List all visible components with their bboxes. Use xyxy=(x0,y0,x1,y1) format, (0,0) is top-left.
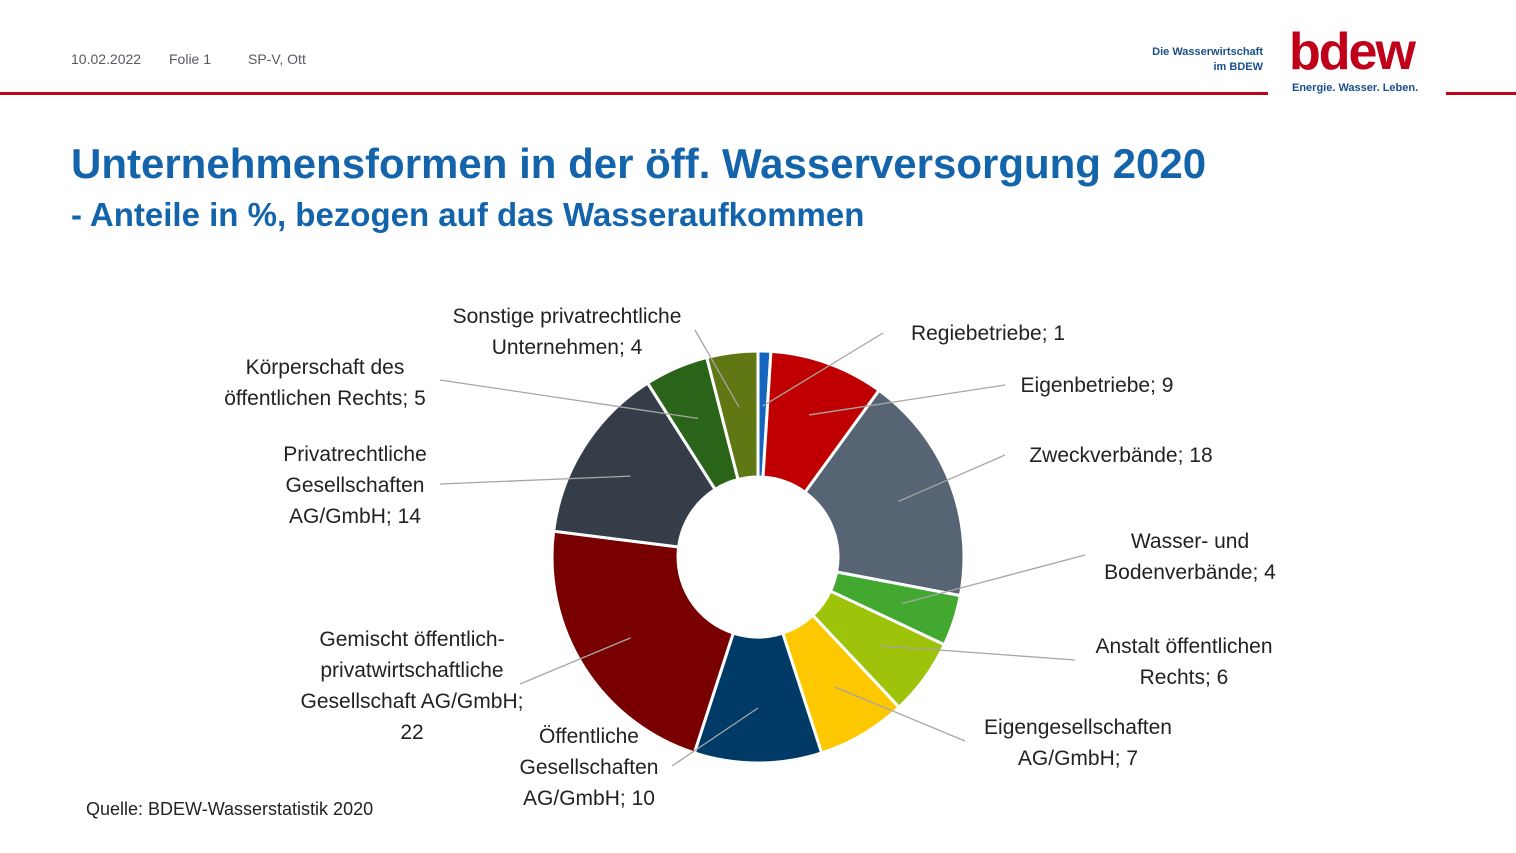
leader-line-gemischt-offentlich-privatwirtschaftliche-gesellschaft-ag-gmbh xyxy=(519,637,631,685)
label-korperschaft-des-offentlichen-rechts: Körperschaft des öffentlichen Rechts; 5 xyxy=(224,356,426,410)
leader-line-eigenbetriebe xyxy=(809,384,1006,416)
leader-line-anstalt-offentlichen-rechts xyxy=(880,645,1076,661)
leader-line-korperschaft-des-offentlichen-rechts xyxy=(439,379,699,420)
leader-line-zweckverbande xyxy=(898,454,1006,503)
leader-line-offentliche-gesellschaften-ag-gmbh xyxy=(671,707,759,767)
source-note: Quelle: BDEW-Wasserstatistik 2020 xyxy=(86,799,374,819)
logo-wordmark: bdew xyxy=(1289,23,1416,81)
label-zweckverbande: Zweckverbände; 18 xyxy=(1029,444,1212,467)
label-sonstige-privatrechtliche-unternehmen: Sonstige privatrechtliche Unternehmen; 4 xyxy=(453,305,682,359)
chart-slices xyxy=(550,349,966,765)
slice-sonstige-privatrechtliche-unternehmen xyxy=(704,349,760,482)
label-eigengesellschaften-ag-gmbh: Eigengesellschaften AG/GmbH; 7 xyxy=(984,716,1172,770)
label-gemischt-offentlich-privatwirtschaftliche-gesellschaft-ag-gmbh: Gemischt öffentlich-privatwirtschaftlich… xyxy=(301,628,524,744)
slice-privatrechtliche-gesellschaften-ag-gmbh xyxy=(551,380,718,549)
org-line-1: Die Wasserwirtschaft xyxy=(1152,46,1263,58)
label-privatrechtliche-gesellschaften-ag-gmbh: Privatrechtliche Gesellschaften AG/GmbH; 1… xyxy=(283,443,427,528)
slice-zweckverbande xyxy=(802,388,966,598)
slide-title: Unternehmensformen in der öff. Wasserver… xyxy=(71,140,1207,187)
slide-date: 10.02.2022 xyxy=(71,51,142,67)
slide-subtitle: - Anteile in %, bezogen auf das Wasserau… xyxy=(71,196,865,233)
org-line-2: im BDEW xyxy=(1213,61,1264,73)
label-wasser-und-bodenverbande: Wasser- und Bodenverbände; 4 xyxy=(1104,530,1276,584)
chart-leader-lines xyxy=(439,329,1086,767)
chart-labels: Regiebetriebe; 1 Eigenbetriebe; 9 Zweckver… xyxy=(224,305,1276,810)
label-anstalt-offentlichen-rechts: Anstalt öffentlichen Rechts; 6 xyxy=(1095,635,1272,689)
leader-line-privatrechtliche-gesellschaften-ag-gmbh xyxy=(439,475,631,485)
slide-number: Folie 1 xyxy=(169,51,212,67)
label-eigenbetriebe: Eigenbetriebe; 9 xyxy=(1021,374,1174,397)
header-rule-left xyxy=(0,92,1268,95)
leader-line-eigengesellschaften-ag-gmbh xyxy=(834,686,966,742)
label-regiebetriebe: Regiebetriebe; 1 xyxy=(911,322,1065,345)
label-offentliche-gesellschaften-ag-gmbh: Öffentliche Gesellschaften AG/GmbH; 10 xyxy=(520,725,659,810)
logo-tagline: Energie. Wasser. Leben. xyxy=(1292,82,1419,94)
org-line: Die Wasserwirtschaft im BDEW xyxy=(1152,45,1263,75)
slice-gemischt-offentlich-privatwirtschaftliche-gesellschaft-ag-gmbh xyxy=(550,529,736,755)
leader-line-wasser-und-bodenverbande xyxy=(901,554,1086,605)
bdew-logo: bdew Energie. Wasser. Leben. xyxy=(1289,24,1429,100)
leader-line-sonstige-privatrechtliche-unternehmen xyxy=(694,329,740,408)
header-rule-right xyxy=(1446,92,1516,95)
slide-author: SP-V, Ott xyxy=(248,51,306,67)
leader-line-regiebetriebe xyxy=(762,332,884,407)
